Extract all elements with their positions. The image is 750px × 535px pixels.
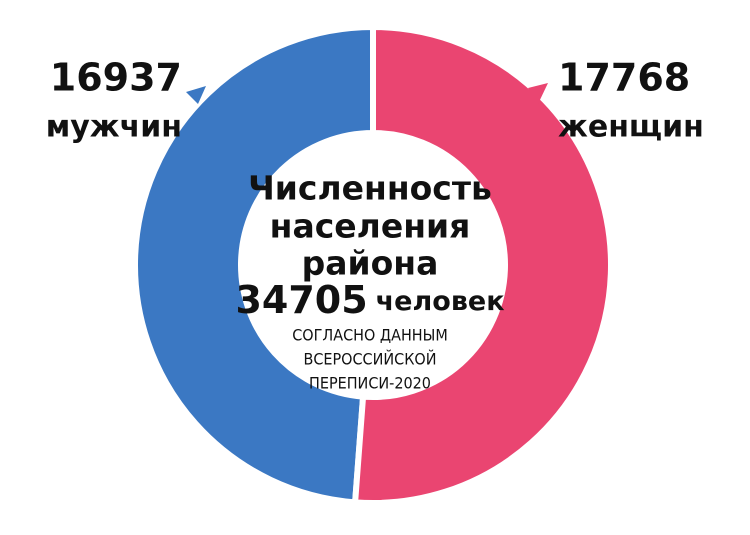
value-label: 16937 [50, 56, 182, 100]
center-title: Численность [248, 169, 492, 208]
category-label: мужчин [46, 110, 182, 145]
note: СОГЛАСНО ДАННЫМ [292, 326, 448, 345]
donut [132, 23, 614, 506]
arrow [186, 86, 206, 104]
center-title: населения [270, 207, 471, 246]
note: ПЕРЕПИСИ-2020 [309, 374, 431, 393]
value-label: 17768 [558, 56, 690, 100]
category-label: женщин [558, 110, 704, 145]
note: ВСЕРОССИЙСКОЙ [303, 350, 436, 369]
total: 34705 человек [235, 278, 504, 322]
donut-slice [132, 23, 376, 506]
total-value: 34705 [235, 278, 367, 322]
arrow [528, 83, 548, 104]
center-title: района [302, 244, 439, 283]
donut-slice [351, 23, 614, 506]
total-unit: человек [376, 286, 505, 317]
